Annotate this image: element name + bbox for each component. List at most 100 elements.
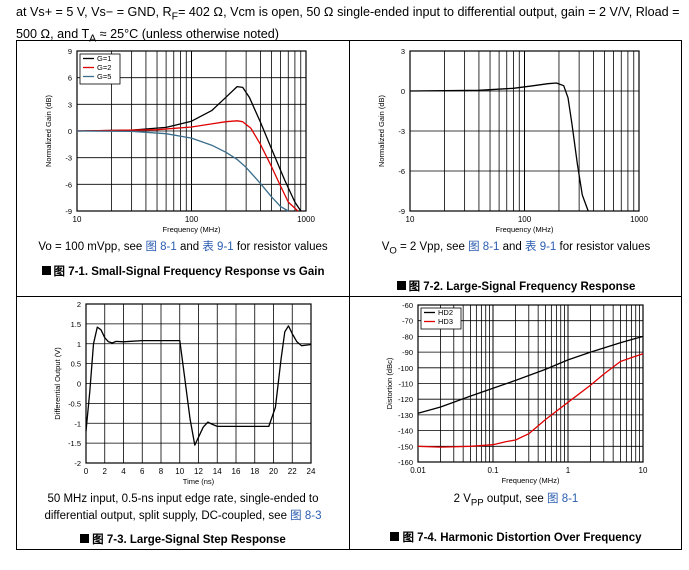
legend-label: HD2	[438, 308, 453, 317]
y-tick-label: -1.5	[68, 439, 81, 448]
row-divider	[16, 296, 682, 297]
legend-label: G=1	[97, 54, 111, 63]
series-line-vo-2-vpp	[409, 82, 589, 212]
y-tick-label: -140	[398, 427, 413, 436]
figure-marker-icon	[41, 266, 51, 275]
link-fig-8-1[interactable]: 图 8-1	[145, 241, 177, 253]
caption-fig-7-4: 2 VPP output, see 图 8-1	[453, 493, 579, 509]
link-table-9-1[interactable]: 表 9-1	[202, 241, 234, 253]
y-axis-label: Normalized Gain (dB)	[44, 94, 53, 167]
x-tick-label: 18	[250, 467, 259, 476]
series-line-hd2	[417, 335, 644, 414]
y-tick-label: -2	[74, 459, 81, 468]
x-tick-label: 20	[269, 467, 278, 476]
x-tick-label: 2	[103, 467, 108, 476]
series-line-g-5	[76, 130, 289, 212]
y-axis-label: Distortion (dBc)	[385, 357, 394, 409]
y-tick-label: -100	[398, 364, 413, 373]
y-tick-label: 0.5	[71, 360, 81, 369]
y-tick-label: -110	[399, 380, 413, 389]
x-tick-label: 22	[288, 467, 297, 476]
link-fig-8-1[interactable]: 图 8-1	[468, 241, 500, 253]
caption-fig-7-3: 50 MHz input, 0.5-ns input edge rate, si…	[44, 493, 322, 522]
column-divider	[349, 40, 350, 550]
y-tick-label: 1.5	[71, 320, 81, 329]
legend-label: G=5	[97, 72, 111, 81]
chart-small-signal-gain: 10 100 1000 -9 -6 -3 0 3 6 9 Frequency (MHz) Normal…	[44, 47, 315, 234]
x-tick-label: 10	[406, 215, 415, 224]
x-tick-label: 12	[194, 467, 203, 476]
series-line-step	[85, 325, 312, 446]
y-tick-label: -90	[402, 348, 413, 357]
series-line-hd3	[417, 353, 644, 448]
x-tick-label: 24	[307, 467, 316, 476]
link-table-9-1[interactable]: 表 9-1	[525, 241, 557, 253]
y-tick-label: -6	[398, 167, 405, 176]
figure-marker-icon	[80, 534, 90, 543]
y-tick-label: -1	[74, 419, 81, 428]
x-tick-label: 100	[185, 215, 199, 224]
plot-frame	[409, 50, 640, 212]
x-tick-label: 10	[73, 215, 82, 224]
link-fig-8-3[interactable]: 图 8-3	[290, 510, 322, 522]
x-axis-label: Frequency (MHz)	[502, 476, 560, 485]
x-tick-label: 1	[566, 466, 571, 475]
x-tick-label: 10	[639, 466, 648, 475]
chart-harmonic-distortion: 0.01 0.1 1 10 -160 -150 -140 -130 -120 -110 -100 -9…	[385, 301, 648, 485]
x-tick-label: 0.01	[410, 466, 426, 475]
legend-label: G=2	[97, 63, 111, 72]
legend-box	[420, 307, 462, 330]
link-fig-8-1[interactable]: 图 8-1	[547, 493, 579, 505]
y-tick-label: -150	[398, 442, 413, 451]
x-tick-label: 8	[159, 467, 164, 476]
y-tick-label: -0.5	[68, 399, 81, 408]
title-fig-7-1: 图 7-1. Small-Signal Frequency Response v…	[16, 263, 350, 279]
x-tick-label: 0.1	[487, 466, 499, 475]
x-axis-label: Time (ns)	[183, 477, 215, 486]
y-tick-label: -130	[398, 411, 413, 420]
y-tick-label: 3	[401, 47, 405, 56]
y-tick-label: -80	[402, 332, 413, 341]
x-tick-label: 16	[232, 467, 241, 476]
y-tick-label: 6	[68, 74, 72, 83]
chart-large-signal-frequency: 10 100 1000 -9 -6 -3 0 3 Frequency (MHz) Normaliz…	[377, 47, 648, 234]
x-tick-label: 0	[84, 467, 89, 476]
x-tick-label: 100	[518, 215, 532, 224]
y-tick-label: 0	[401, 87, 405, 96]
y-tick-label: -120	[398, 395, 413, 404]
y-axis-label: Normalized Gain (dB)	[377, 94, 386, 167]
y-tick-label: -70	[402, 317, 413, 326]
y-tick-label: -6	[65, 180, 72, 189]
x-tick-label: 4	[121, 467, 126, 476]
y-tick-label: -160	[398, 458, 413, 467]
y-tick-label: -3	[65, 154, 72, 163]
title-fig-7-2: 图 7-2. Large-Signal Frequency Response	[350, 278, 682, 294]
caption-fig-7-1: Vo = 100 mVpp, see 图 8-1 and 表 9-1 for r…	[38, 241, 328, 253]
figure-marker-icon	[390, 532, 400, 541]
x-tick-label: 1000	[297, 215, 315, 224]
y-tick-label: -60	[402, 301, 413, 310]
chart-step-response: 0 2 4 6 8 10 12 14 16 18 20 22 24-2-1.5-1-0.500.511.…	[53, 300, 316, 486]
y-tick-label: -9	[398, 207, 405, 216]
y-tick-label: 3	[68, 100, 72, 109]
caption-fig-7-2: VO = 2 Vpp, see 图 8-1 and 表 9-1 for resi…	[381, 241, 651, 257]
x-tick-label: 6	[140, 467, 145, 476]
figure-marker-icon	[396, 281, 406, 290]
x-axis-label: Frequency (MHz)	[163, 225, 221, 234]
series-line-g-1	[76, 85, 302, 212]
header-text: at Vs+ = 5 V, Vs− = GND, R	[16, 5, 172, 19]
x-axis-label: Frequency (MHz)	[496, 225, 554, 234]
x-tick-label: 10	[175, 467, 184, 476]
y-tick-label: 1	[77, 340, 81, 349]
y-tick-label: -3	[398, 127, 405, 136]
series-line-g-2	[76, 120, 299, 212]
y-tick-label: 0	[77, 380, 81, 389]
y-tick-label: 0	[68, 127, 72, 136]
plot-frame	[85, 303, 312, 464]
x-tick-label: 1000	[630, 215, 648, 224]
plot-frame	[417, 304, 644, 463]
title-fig-7-3: 图 7-3. Large-Signal Step Response	[16, 531, 350, 547]
legend-label: HD3	[438, 317, 453, 326]
title-fig-7-4: 图 7-4. Harmonic Distortion Over Frequenc…	[350, 529, 682, 545]
conditions-header: at Vs+ = 5 V, Vs− = GND, RF= 402 Ω, Vcm …	[16, 5, 680, 45]
